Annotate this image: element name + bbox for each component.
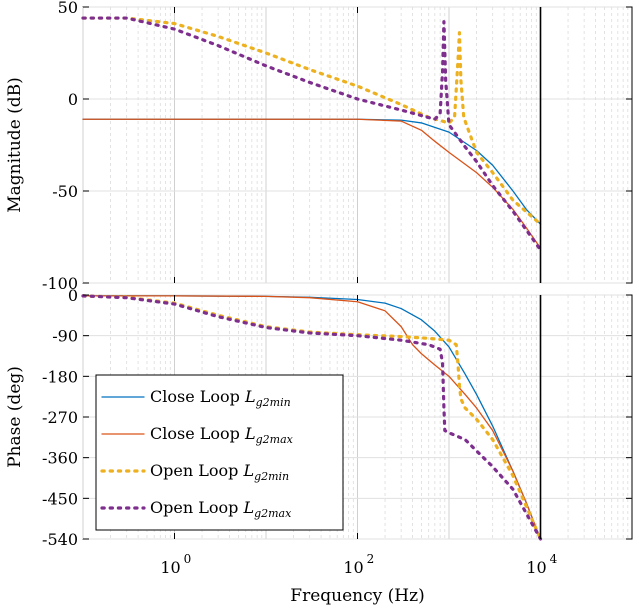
y-tick-label: -540 [42,530,78,549]
y-tick-label: -90 [52,327,78,346]
y-tick-label: -450 [42,489,78,508]
legend-label: Close Loop Lg2min [150,387,291,409]
magnitude-panel: 50 0 -50 -100 Magnitude (dB) [5,0,633,293]
phase-y-axis-label: Phase (deg) [5,366,25,468]
y-tick-label: 0 [68,90,78,109]
series-line-open-min [81,16,543,226]
legend: Close Loop Lg2min Close Loop Lg2max Open L… [95,374,344,531]
series-line-open-min [81,294,543,541]
phase-series [81,294,543,541]
legend-entries: Close Loop Lg2min Close Loop Lg2max Open L… [100,387,294,520]
series-line-open-max [81,294,543,541]
magnitude-series [81,16,543,252]
x-tick-label: 10 [343,558,363,577]
x-tick-label: 10 [526,558,546,577]
phase-y-ticks: 0 -90 -180 -270 -360 -450 -540 [42,286,632,549]
x-tick-exponent: 2 [367,552,375,566]
magnitude-y-axis-label: Magnitude (dB) [5,77,25,213]
legend-label: Close Loop Lg2max [150,424,294,446]
series-line-close-max [82,295,542,540]
y-tick-label: -180 [42,367,78,386]
y-tick-label: -270 [42,408,78,427]
x-tick-exponent: 4 [550,552,558,566]
x-tick-label: 10 [160,558,180,577]
y-tick-label: -100 [42,274,78,293]
x-tick-exponent: 0 [184,552,192,566]
y-tick-label: 50 [58,0,78,17]
series-line-open-max [81,16,543,252]
x-axis-label: Frequency (Hz) [290,586,424,606]
legend-label: Open Loop Lg2max [150,498,292,520]
magnitude-grid [82,6,632,284]
legend-box [95,374,344,531]
y-tick-label: 0 [68,286,78,305]
x-axis-ticks: 10 0 10 2 10 4 [160,552,557,577]
y-tick-label: -50 [52,182,78,201]
y-tick-label: -360 [42,449,78,468]
series-line-close-max [82,118,542,249]
magnitude-y-ticks: 50 0 -50 -100 [42,0,632,293]
legend-label: Open Loop Lg2min [150,461,289,483]
